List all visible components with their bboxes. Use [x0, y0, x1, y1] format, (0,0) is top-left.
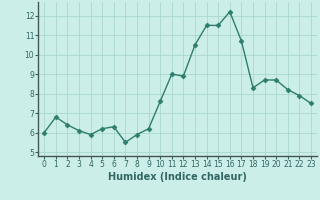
X-axis label: Humidex (Indice chaleur): Humidex (Indice chaleur): [108, 172, 247, 182]
